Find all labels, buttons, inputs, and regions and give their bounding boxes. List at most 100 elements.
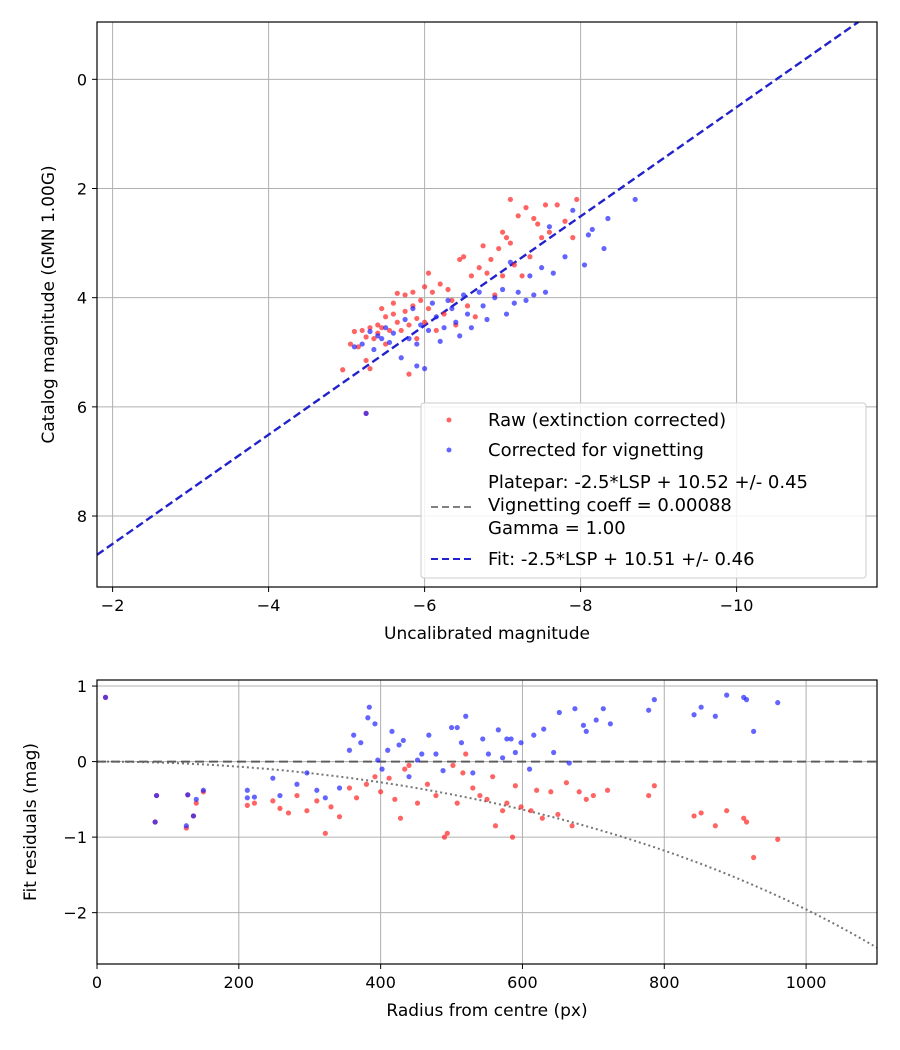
x-tick-label: −8 [569,596,593,615]
raw-point [414,800,421,806]
raw-point [472,314,478,320]
fit-line-layer [97,22,861,556]
raw-point [500,229,506,235]
x-tick-label: −2 [101,596,125,615]
raw-point [398,327,404,334]
corrected-point [371,346,377,353]
corrected-point [580,722,587,728]
raw-point [346,785,353,791]
raw-point [518,804,524,810]
corrected-point [508,736,514,742]
raw-point [480,243,486,249]
corrected-point [410,305,416,312]
corrected-point [200,787,206,793]
raw-point [484,796,490,802]
corrected-point [375,757,381,763]
corrected-point [422,366,428,372]
raw-point [375,322,381,328]
raw-point [509,834,516,840]
raw-point [383,314,389,320]
corrected-point [550,270,556,276]
corrected-point [457,333,463,339]
corrected-point [358,740,364,746]
corrected-point [556,709,562,716]
raw-point [712,823,718,829]
raw-point [193,800,199,806]
raw-point [441,311,447,317]
corrected-point [500,286,506,293]
raw-point [500,808,506,814]
corrected-point [511,300,517,306]
raw-point [424,781,431,787]
y-tick-label: 4 [77,289,87,308]
corrected-point [562,254,568,260]
raw-point [741,815,747,821]
corrected-point [541,726,547,732]
corrected-point [542,289,549,295]
corrected-point [468,325,474,331]
raw-point [386,327,393,334]
legend-raw-label: Raw (extinction corrected) [488,410,726,431]
raw-point [336,814,343,820]
raw-point [425,305,432,312]
raw-point [402,766,408,772]
raw-point [402,292,408,298]
raw-point [531,215,537,222]
raw-point [464,303,471,309]
magnitude-scatter-points [340,196,638,417]
x-tick-label: −6 [413,596,437,615]
x-tick-label: 0 [92,973,102,992]
raw-point [534,787,540,793]
raw-point [397,815,404,821]
corrected-point [527,273,533,279]
corrected-point [185,792,191,798]
raw-point [535,221,541,227]
corrected-point [383,325,389,331]
raw-point [379,325,385,331]
corrected-point [480,736,486,742]
corrected-point [593,717,599,723]
raw-point [457,256,463,263]
raw-point [441,834,448,840]
corrected-point [461,292,467,298]
raw-point [392,796,398,802]
raw-point [347,341,354,347]
y-axis-label: Catalog magnitude (GMN 1.00G) [39,165,59,443]
corrected-point [385,747,391,753]
residuals-plot-grid [96,680,877,964]
raw-point [468,273,474,279]
raw-point [504,800,510,806]
corrected-point [531,732,537,738]
corrected-point [244,795,250,801]
raw-point [583,796,589,802]
corrected-point [503,311,510,317]
raw-point [569,823,575,829]
raw-point [576,789,582,795]
raw-point [444,830,450,836]
raw-point [378,789,384,795]
corrected-point [277,792,283,799]
corrected-point [363,410,369,417]
corrected-point [414,757,421,763]
corrected-point [244,787,250,793]
raw-point [294,792,300,799]
raw-point [539,815,545,821]
corrected-point [336,785,343,791]
raw-point [244,802,250,808]
corrected-point [251,794,258,800]
raw-point [340,367,346,373]
raw-point [574,196,580,203]
corrected-point [512,749,518,756]
corrected-point [743,697,750,703]
residuals-plot-frame [96,679,878,965]
raw-point [383,341,389,347]
corrected-point [322,795,328,801]
corrected-point [270,775,276,781]
y-tick-label: 0 [77,70,87,89]
vignetting-curve [97,760,877,949]
raw-point [511,262,517,268]
corrected-point [419,751,425,757]
magnitude-plot-ticks: −2 −4 −6 −8 −10 0 2 4 6 8 [77,70,754,615]
corrected-point [464,311,471,317]
